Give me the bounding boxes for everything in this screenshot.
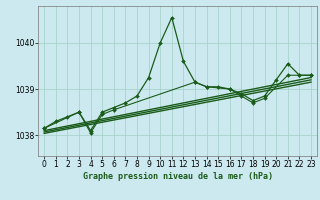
X-axis label: Graphe pression niveau de la mer (hPa): Graphe pression niveau de la mer (hPa) bbox=[83, 172, 273, 181]
